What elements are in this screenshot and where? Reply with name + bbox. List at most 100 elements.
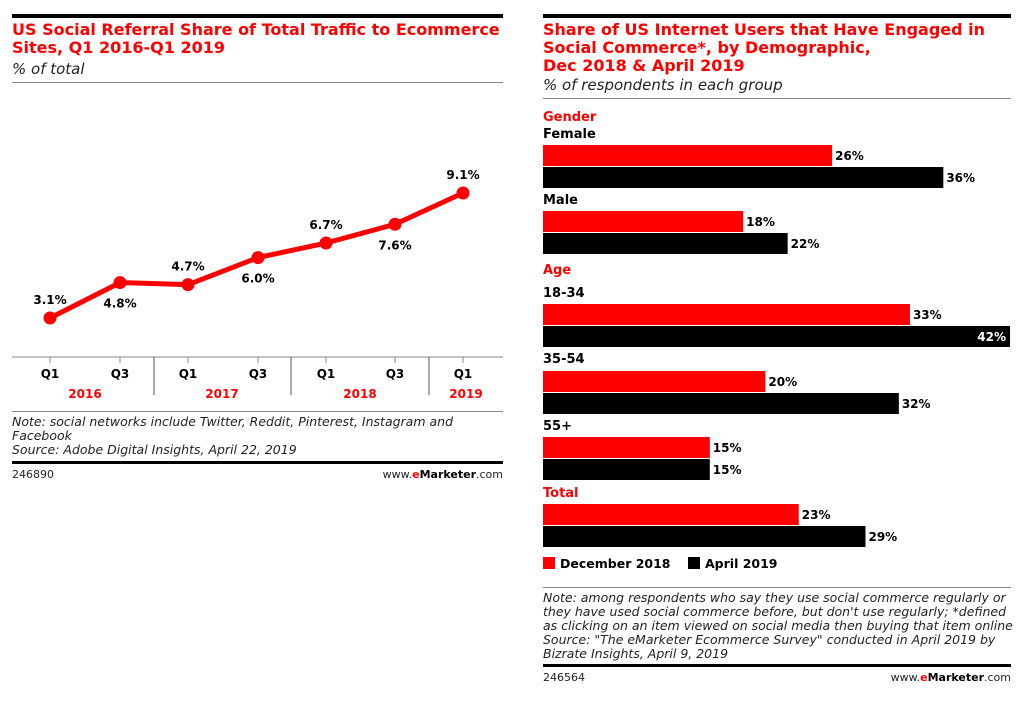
data-label: 7.6% [378,238,411,252]
bar-value-label: 22% [791,237,820,251]
brand-text: .com [984,671,1011,684]
source-line: Bizrate Insights, April 9, 2019 [543,646,729,661]
x-tick-label: Q1 [41,367,60,381]
left-note: Note: social networks include Twitter, R… [12,415,453,457]
category-label: 18-34 [543,286,585,301]
bar-value-label: 26% [835,149,864,163]
left-chart-subtitle: % of total [12,60,85,78]
right-title-line: Dec 2018 & April 2019 [543,56,745,75]
note-line: they have used social commerce before, b… [543,604,1007,619]
note-line: Note: among respondents who say they use… [543,590,1006,605]
left-subtitle-rule [12,82,503,83]
source-line: Source: "The eMarketer Ecommerce Survey"… [543,632,996,647]
bar [543,437,710,458]
brand-text: Marketer [927,671,984,684]
left-bottom-rule [12,461,503,464]
source-line: Source: Adobe Digital Insights, April 22… [12,442,297,457]
bar [543,167,944,188]
right-note: Note: among respondents who say they use… [543,591,1013,661]
bar [543,326,1011,347]
brand-text: www. [890,671,921,684]
data-label: 6.0% [241,272,274,286]
right-chart-id: 246564 [543,671,585,684]
brand-text: e [920,671,928,684]
bar [543,233,788,254]
emarketer-logo: www.eMarketer.com [383,468,503,481]
bar [543,526,866,547]
legend-label: December 2018 [560,556,671,571]
bar-value-label: 33% [913,308,942,322]
legend-swatch [543,557,555,569]
bar [543,211,744,232]
bar-chart: Gender Female 26% 36% Male 18% 22% Age 18-34 33% 4… [543,110,1011,571]
year-label: 2019 [449,387,482,401]
category-label: Male [543,193,578,208]
data-label: 4.7% [171,260,204,274]
brand-text: .com [476,468,503,481]
group-label: Total [543,486,579,501]
bar-value-label: 36% [946,171,975,185]
right-note-rule [543,587,1011,588]
note-line: Note: social networks include Twitter, R… [12,414,454,429]
emarketer-logo: www.eMarketer.com [891,671,1011,684]
line-chart: Q1 Q3 Q1 Q3 Q1 Q3 Q1 2016 2017 2018 2019 3.1% 4.8% 4.… [12,168,503,401]
note-line: Facebook [12,428,72,443]
left-top-rule [12,14,503,18]
x-tick-label: Q1 [179,367,198,381]
left-chart-id: 246890 [12,468,54,481]
bar [543,304,910,325]
data-point [43,311,57,325]
bar-value-label: 20% [768,375,797,389]
bar [543,393,899,414]
category-label: 55+ [543,419,572,434]
category-label: 35-54 [543,352,585,367]
data-point [181,278,195,292]
bar [543,504,799,525]
x-tick-label: Q1 [454,367,473,381]
right-top-rule [543,14,1011,18]
bar-value-label: 32% [902,397,931,411]
left-note-rule [12,411,503,412]
data-label: 9.1% [446,168,479,182]
right-title-line: Social Commerce*, by Demographic, [543,38,871,57]
x-tick-label: Q3 [249,367,268,381]
x-tick-label: Q1 [317,367,336,381]
year-label: 2018 [343,387,376,401]
bar-value-label: 42% [977,330,1006,344]
year-label: 2017 [205,387,238,401]
category-label: Female [543,127,596,142]
x-tick-label: Q3 [111,367,130,381]
data-point [319,236,333,250]
bar [543,371,766,392]
right-subtitle-rule [543,98,1011,99]
brand-text: www. [382,468,413,481]
data-point [456,186,470,200]
group-label: Gender [543,110,597,125]
left-title-line: Sites, Q1 2016-Q1 2019 [12,38,225,57]
year-label: 2016 [68,387,101,401]
bar-value-label: 18% [746,215,775,229]
data-label: 3.1% [33,293,66,307]
bar-value-label: 15% [713,441,742,455]
bar-value-label: 29% [868,530,897,544]
right-chart-title: Share of US Internet Users that Have Eng… [543,21,985,75]
data-point [251,251,265,265]
left-chart-title: US Social Referral Share of Total Traffi… [12,21,500,57]
legend-label: April 2019 [705,556,778,571]
right-bottom-rule [543,664,1011,667]
bar-value-label: 23% [802,508,831,522]
right-chart-subtitle: % of respondents in each group [543,76,783,94]
x-tick-label: Q3 [386,367,405,381]
data-label: 6.7% [309,218,342,232]
bar [543,145,833,166]
brand-text: Marketer [419,468,476,481]
bar-value-label: 15% [713,463,742,477]
legend-swatch [688,557,700,569]
data-point [113,276,127,290]
brand-text: e [412,468,420,481]
data-label: 4.8% [103,297,136,311]
left-title-line: US Social Referral Share of Total Traffi… [12,20,500,39]
group-label: Age [543,263,571,278]
data-point [388,217,402,231]
bar [543,459,710,480]
